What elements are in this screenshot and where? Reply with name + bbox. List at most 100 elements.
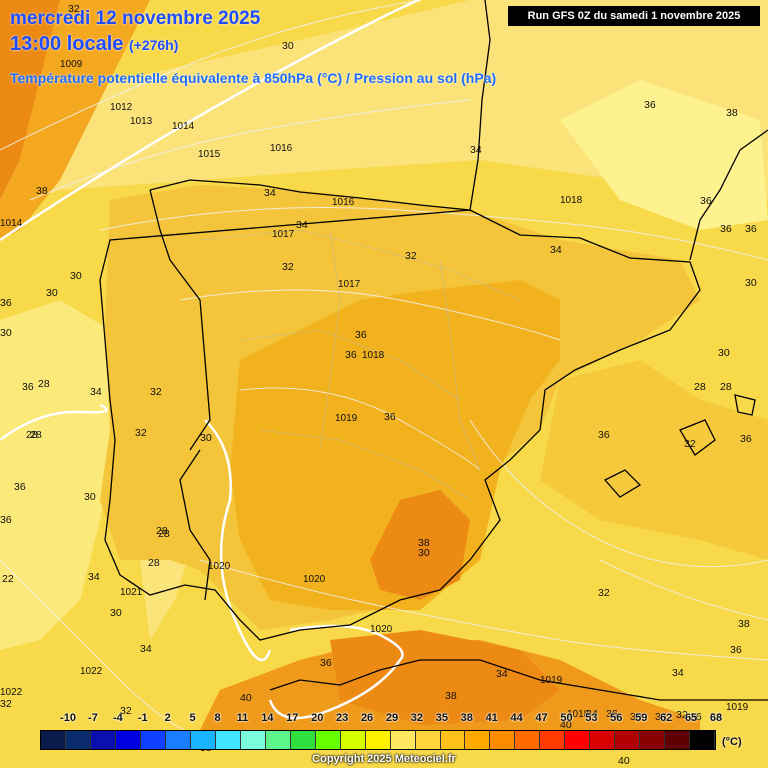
scale-value: 41 <box>485 712 498 724</box>
orange-south-coast <box>330 630 560 725</box>
temperature-label: 28 <box>38 378 50 390</box>
scale-value: 29 <box>385 712 399 724</box>
pressure-label: 1009 <box>60 59 83 70</box>
forecast-hour-text: 13:00 locale <box>10 33 124 55</box>
scale-value-labels: -10 -7 -4 -1 2 5 8 11 14 17 20 23 26 29 32 35 38 41 44 47 50… <box>40 712 722 726</box>
copyright-text: Copyright 2025 Meteociel.fr <box>312 753 456 765</box>
temperature-label: 40 <box>560 719 572 731</box>
coastlines-borders <box>99 0 768 701</box>
temperature-label: 36 <box>0 297 12 309</box>
orange-band-northwest-2 <box>0 0 150 240</box>
pressure-label: 1022 <box>80 666 103 677</box>
pressure-label: 1018 <box>362 350 385 361</box>
temperature-label: 28 <box>26 429 38 441</box>
temperature-label: 22 <box>2 573 14 585</box>
temperature-label: 38 <box>36 185 48 197</box>
pale-band-west <box>0 300 120 650</box>
pressure-label: 1013 <box>130 116 153 127</box>
scale-value: 38 <box>460 712 473 724</box>
temperature-label: 38 <box>726 107 738 119</box>
temperature-label: 28 <box>30 429 42 441</box>
region-lines <box>199 229 521 501</box>
scale-swatch <box>340 731 366 749</box>
scale-value: 5 <box>189 712 196 724</box>
scale-swatch <box>465 731 491 749</box>
scale-swatch <box>165 731 191 749</box>
pressure-label: 1020 <box>303 574 326 585</box>
pressure-label-layer: 1009 1012 1013 1014 1015 1016 1016 1017 1017 1018… <box>0 59 749 720</box>
temperature-label: 34 <box>296 219 308 231</box>
scale-swatch <box>215 731 241 749</box>
temperature-label: 36 <box>598 429 610 441</box>
scale-value: 8 <box>214 712 221 724</box>
temperature-label: 34 <box>550 244 562 256</box>
scale-swatch <box>390 731 416 749</box>
scale-value: 32 <box>410 712 424 724</box>
temperature-label: 36 <box>14 481 26 493</box>
scale-value: 35 <box>435 712 448 724</box>
scale-value: 59 <box>635 712 648 724</box>
orange-east-sea <box>540 360 768 560</box>
scale-value: 65 <box>684 712 698 724</box>
light-wedge-northeast <box>560 80 768 230</box>
temperature-label: 36 <box>644 99 656 111</box>
scale-value: 68 <box>709 712 723 724</box>
pressure-label: 1021 <box>120 587 143 598</box>
scale-swatch <box>41 731 66 749</box>
scale-value: 56 <box>610 712 623 724</box>
scale-value: 20 <box>311 712 324 724</box>
temperature-label: 34 <box>140 643 152 655</box>
scale-swatch <box>640 731 666 749</box>
scale-swatch <box>515 731 541 749</box>
pressure-label: 1014 <box>172 121 195 132</box>
pressure-label: 1018 <box>560 195 583 206</box>
scale-value: 50 <box>560 712 573 724</box>
scale-value: 62 <box>660 712 673 724</box>
temperature-label: 40 <box>618 755 630 767</box>
temperature-label: 30 <box>70 270 82 282</box>
pressure-label: 1020 <box>370 624 393 635</box>
forecast-lead-time: (+276h) <box>128 37 179 53</box>
scale-value: 47 <box>535 712 548 724</box>
temperature-label: 36 <box>730 644 742 656</box>
temperature-label: 40 <box>240 692 252 704</box>
run-info-box: Run GFS 0Z du samedi 1 novembre 2025 <box>508 6 760 26</box>
temperature-label: 34 <box>710 711 722 723</box>
deep-orange-southeast <box>370 490 470 600</box>
forecast-hour: 13:00 locale (+276h) <box>10 33 178 56</box>
scale-value: 26 <box>360 712 374 724</box>
temperature-label: 36 <box>606 708 618 720</box>
temperature-label: 36 <box>345 349 357 361</box>
scale-swatch <box>690 731 716 749</box>
scale-swatch <box>565 731 591 749</box>
temperature-label: 36 <box>355 329 367 341</box>
pressure-label: 1017 <box>272 229 295 240</box>
pressure-label: 1017 <box>338 279 361 290</box>
temperature-label: 30 <box>718 347 730 359</box>
temperature-label: 32 <box>282 261 294 273</box>
pressure-label: 1019 <box>335 413 358 424</box>
temperature-label: 32 <box>405 250 417 262</box>
temperature-contours <box>0 0 432 720</box>
temperature-label: 36 <box>655 711 667 723</box>
temperature-label: 30 <box>46 287 58 299</box>
temperature-label: 34 <box>496 668 508 680</box>
temperature-label: 30 <box>745 277 757 289</box>
scale-value: -4 <box>112 712 123 724</box>
scale-value: 14 <box>261 712 274 724</box>
scale-swatch <box>265 731 291 749</box>
scale-swatch <box>490 731 516 749</box>
pale-band-north <box>0 0 768 210</box>
temperature-label: 36 <box>690 711 702 723</box>
scale-value: 53 <box>585 712 598 724</box>
scale-value: 2 <box>164 712 171 724</box>
scale-swatch <box>140 731 166 749</box>
scale-value: 17 <box>286 712 299 724</box>
scale-value: 23 <box>336 712 349 724</box>
pressure-label: 1022 <box>0 687 23 698</box>
temperature-label: 34 <box>264 187 276 199</box>
temperature-label: 32 <box>68 3 80 15</box>
temperature-label: 32 <box>120 705 132 717</box>
temperature-label: 30 <box>282 40 294 52</box>
